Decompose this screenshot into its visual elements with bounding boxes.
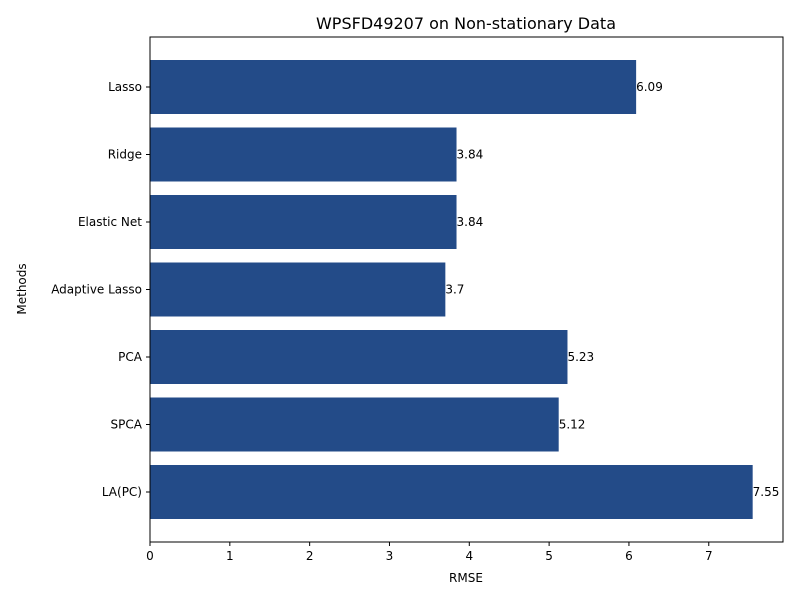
bar-elastic-net [150, 195, 457, 249]
bar-adaptive-lasso [150, 262, 446, 317]
value-label: 3.84 [457, 148, 484, 162]
value-labels-group: 6.09 3.84 3.84 3.7 5.23 5.12 7.55 [445, 80, 779, 499]
y-tick-label: Adaptive Lasso [51, 283, 142, 297]
x-tick-label: 4 [465, 549, 473, 563]
x-tick-label: 5 [545, 549, 553, 563]
x-tick-label: 2 [306, 549, 314, 563]
y-tick-label: PCA [118, 350, 143, 364]
x-tick-label: 7 [705, 549, 713, 563]
y-tick-label: Lasso [108, 80, 142, 94]
bar-pca [150, 330, 568, 384]
value-label: 7.55 [753, 485, 780, 499]
x-axis-ticks: 0 1 2 3 4 5 6 7 [146, 542, 713, 563]
x-tick-label: 6 [625, 549, 633, 563]
bar-spca [150, 397, 559, 452]
x-axis-title: RMSE [449, 571, 483, 585]
y-tick-label: Ridge [108, 148, 142, 162]
x-tick-label: 1 [226, 549, 234, 563]
value-label: 5.23 [567, 350, 594, 364]
y-axis-title: Methods [15, 263, 29, 314]
bar-ridge [150, 127, 457, 182]
chart-title: WPSFD49207 on Non-stationary Data [316, 14, 616, 33]
bar-lasso [150, 60, 637, 114]
value-label: 5.12 [559, 418, 586, 432]
y-tick-label: Elastic Net [78, 215, 142, 229]
y-tick-label: LA(PC) [102, 485, 142, 499]
value-label: 6.09 [636, 80, 663, 94]
x-tick-label: 0 [146, 549, 154, 563]
y-tick-label: SPCA [111, 418, 143, 432]
value-label: 3.7 [445, 283, 464, 297]
x-tick-label: 3 [386, 549, 394, 563]
value-label: 3.84 [457, 215, 484, 229]
y-axis-ticks: Lasso Ridge Elastic Net Adaptive Lasso PCA SP… [51, 80, 150, 499]
bar-la-pc [150, 465, 753, 519]
bars-group [150, 60, 753, 519]
